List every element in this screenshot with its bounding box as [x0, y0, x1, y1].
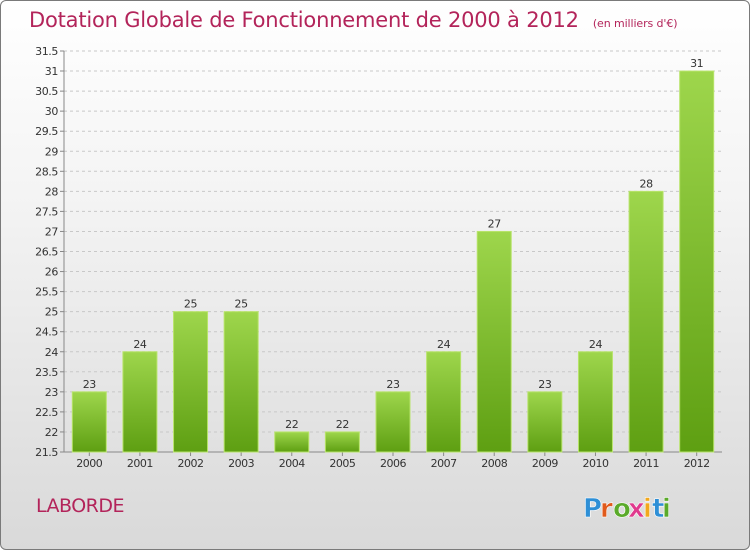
bar-2003 — [223, 311, 259, 453]
logo-letter: t — [652, 494, 664, 524]
logo-letter: r — [600, 494, 613, 524]
data-label-2003: 25 — [235, 298, 249, 311]
data-label-2002: 25 — [184, 298, 198, 311]
data-label-2006: 23 — [386, 378, 400, 391]
data-label-2007: 24 — [437, 338, 451, 351]
bar-2010 — [577, 351, 613, 453]
y-tick-label: 27 — [45, 225, 59, 238]
bar-2005 — [324, 431, 360, 453]
logo-letter: i — [643, 494, 652, 524]
y-tick-label: 25 — [45, 306, 59, 319]
data-labels: 23 24 25 25 22 22 23 24 27 23 24 28 31 — [83, 57, 704, 431]
bars — [71, 70, 715, 453]
y-tick-labels: 21.5 22 22.5 23 23.5 24 24.5 25 25.5 26 26.5 27 27.5… — [35, 45, 59, 459]
x-tick-label-2012: 2012 — [684, 457, 710, 470]
bar-2001 — [122, 351, 158, 453]
y-tick-label: 25.5 — [35, 286, 58, 299]
x-tick-label-2010: 2010 — [582, 457, 608, 470]
bar-2008 — [476, 230, 512, 453]
bar-2006 — [375, 391, 411, 453]
bar-2007 — [426, 351, 462, 453]
proxiti-logo[interactable]: Pr oxi ti — [581, 489, 691, 525]
y-tick-label: 21.5 — [35, 446, 58, 459]
y-tick-label: 22.5 — [35, 406, 58, 419]
y-tick-label: 26.5 — [35, 246, 58, 259]
chart-title: Dotation Globale de Fonctionnement de 20… — [29, 8, 579, 32]
y-tick-label: 30.5 — [35, 85, 58, 98]
logo-letter: x — [628, 494, 645, 524]
y-tick-label: 31 — [45, 65, 58, 78]
grid-lines — [64, 50, 722, 433]
y-tick-label: 27.5 — [35, 205, 58, 218]
logo-letter: o — [613, 494, 631, 524]
data-label-2012: 31 — [690, 57, 703, 70]
bar-2009 — [527, 391, 563, 453]
y-tick-label: 31.5 — [35, 45, 58, 58]
y-tick-label: 28 — [45, 185, 59, 198]
y-tick-label: 22 — [45, 426, 58, 439]
x-tick-label-2006: 2006 — [380, 457, 406, 470]
chart-subtitle: (en milliers d'€) — [592, 17, 678, 30]
y-tick-label: 30 — [45, 105, 59, 118]
y-tick-label: 28.5 — [35, 165, 58, 178]
x-tick-label-2003: 2003 — [228, 457, 254, 470]
logo-letter: i — [662, 494, 671, 524]
y-tick-label: 26 — [45, 266, 59, 279]
x-tick-label-2001: 2001 — [127, 457, 153, 470]
x-tick-label-2005: 2005 — [329, 457, 355, 470]
data-label-2001: 24 — [133, 338, 147, 351]
data-label-2008: 27 — [488, 217, 502, 230]
bar-2002 — [173, 311, 209, 453]
y-tick-label: 23 — [45, 386, 59, 399]
bar-2012 — [679, 70, 715, 453]
x-tick-label-2009: 2009 — [532, 457, 558, 470]
bar-2000 — [71, 391, 107, 453]
y-tick-label: 24.5 — [35, 326, 58, 339]
x-tick-label-2000: 2000 — [76, 457, 102, 470]
x-tick-labels: 2000 2001 2002 2003 2004 2005 2006 2007 2008 2009… — [76, 457, 710, 470]
x-tick-label-2011: 2011 — [633, 457, 659, 470]
bar-2004 — [274, 431, 310, 453]
bar-2011 — [628, 190, 664, 453]
y-tick-label: 24 — [45, 346, 59, 359]
data-label-2000: 23 — [83, 378, 97, 391]
x-tick-label-2004: 2004 — [279, 457, 305, 470]
logo-letter: P — [583, 494, 602, 524]
commune-name: LABORDE — [36, 495, 125, 517]
y-tick-label: 29 — [45, 145, 59, 158]
data-label-2004: 22 — [285, 418, 298, 431]
x-tick-label-2008: 2008 — [481, 457, 507, 470]
x-tick-label-2002: 2002 — [178, 457, 204, 470]
chart-title-block: Dotation Globale de Fonctionnement de 20… — [29, 8, 678, 32]
data-label-2009: 23 — [538, 378, 552, 391]
data-label-2011: 28 — [639, 177, 653, 190]
y-tick-label: 29.5 — [35, 125, 58, 138]
x-tick-label-2007: 2007 — [431, 457, 457, 470]
y-tick-label: 23.5 — [35, 366, 58, 379]
data-label-2005: 22 — [336, 418, 349, 431]
data-label-2010: 24 — [589, 338, 603, 351]
